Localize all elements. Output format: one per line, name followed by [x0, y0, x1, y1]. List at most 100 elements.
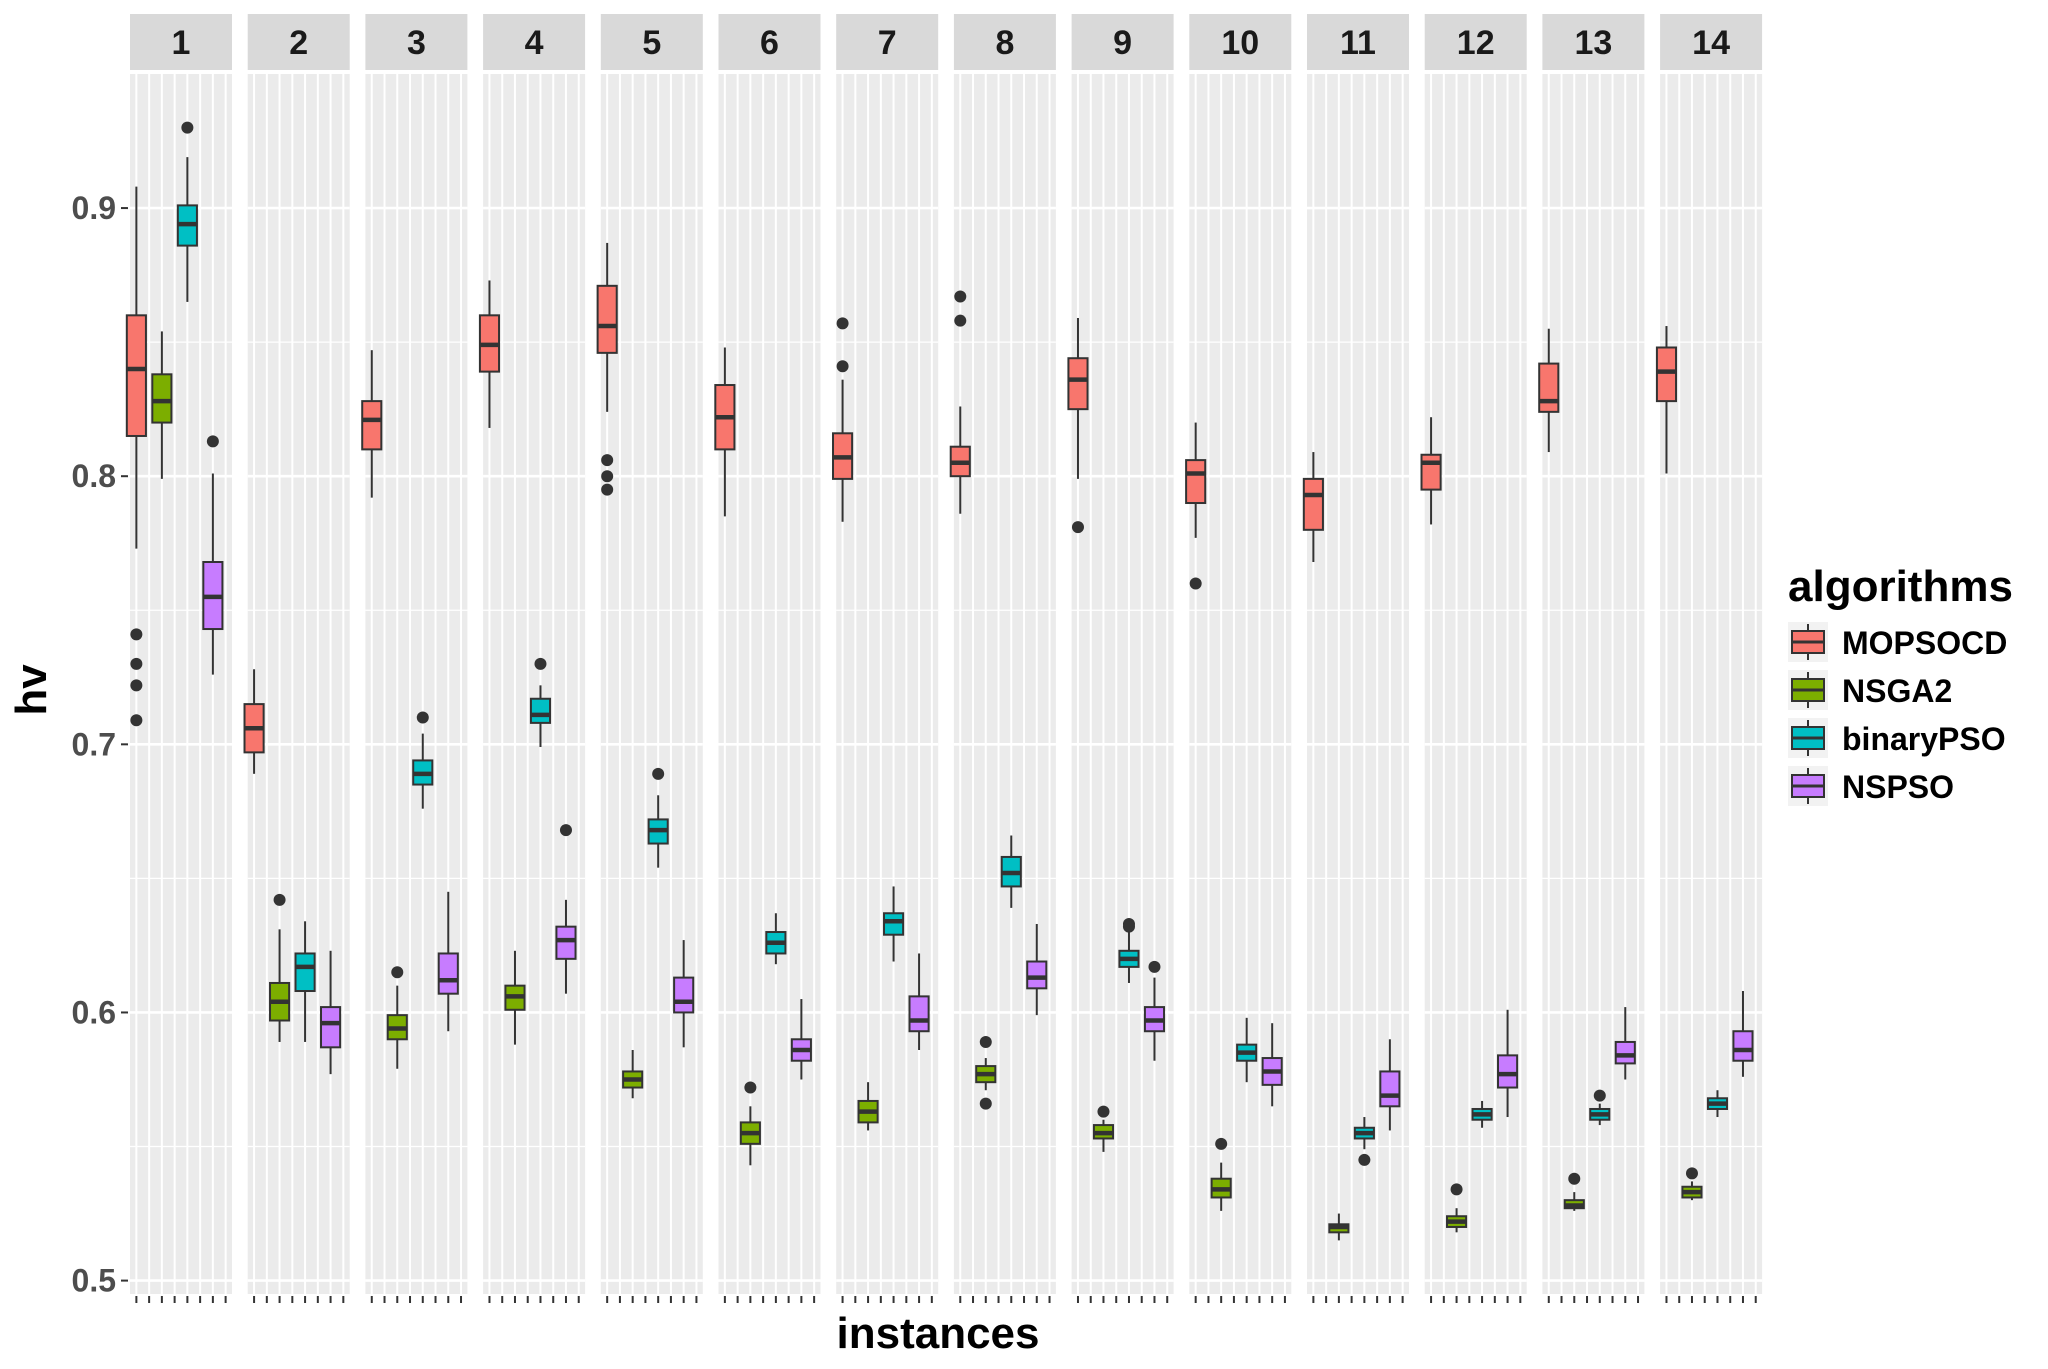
box-NSPSO-13 — [1614, 1007, 1636, 1080]
box-NSGA2-1 — [151, 331, 173, 479]
box-MOPSOCD-13 — [1538, 328, 1560, 453]
box-iqr — [294, 952, 316, 993]
box-MOPSOCD-12 — [1420, 417, 1442, 525]
panel-background — [836, 74, 939, 1294]
box-MOPSOCD-10 — [1185, 422, 1207, 590]
box-NSPSO-4 — [555, 824, 577, 994]
y-tick-label: 0.9 — [72, 190, 116, 226]
box-NSPSO-7 — [908, 953, 930, 1050]
box-NSGA2-5 — [622, 1050, 644, 1099]
strip-background — [718, 14, 821, 70]
outlier-point — [391, 966, 404, 979]
panel-8: 8 — [949, 14, 1056, 1303]
panel-background — [1189, 74, 1292, 1294]
outlier-point — [1071, 521, 1084, 534]
outlier-point — [1450, 1183, 1463, 1196]
strip-label: 6 — [760, 24, 779, 62]
panel-1: 1 — [125, 14, 232, 1303]
box-NSPSO-2 — [320, 950, 342, 1075]
legend: algorithms MOPSOCD NSGA2 binaryPSO NSPSO — [1788, 562, 2013, 806]
box-MOPSOCD-8 — [949, 290, 971, 514]
panel-background — [1307, 74, 1409, 1294]
box-iqr — [596, 284, 618, 354]
box-MOPSOCD-6 — [714, 347, 736, 517]
box-NSGA2-12 — [1446, 1183, 1468, 1233]
outlier-point — [1148, 960, 1161, 973]
panel-9: 9 — [1067, 14, 1174, 1303]
outlier-point — [206, 435, 219, 448]
outlier-point — [1215, 1137, 1228, 1150]
strip-background — [483, 14, 586, 70]
panel-12: 12 — [1420, 14, 1527, 1303]
outlier-point — [836, 360, 849, 373]
panel-2: 2 — [243, 14, 350, 1303]
strip-background — [1542, 14, 1645, 70]
box-NSGA2-8 — [975, 1035, 997, 1110]
box-NSPSO-12 — [1497, 1009, 1519, 1118]
outlier-point — [979, 1097, 992, 1110]
box-iqr — [125, 314, 147, 437]
box-binaryPSO-3 — [412, 711, 434, 809]
outlier-point — [601, 483, 614, 496]
panel-10: 10 — [1185, 14, 1292, 1303]
box-iqr — [1302, 477, 1324, 531]
box-NSPSO-10 — [1261, 1023, 1283, 1107]
box-MOPSOCD-11 — [1302, 452, 1324, 562]
box-NSGA2-6 — [739, 1081, 761, 1166]
outlier-point — [1568, 1172, 1581, 1185]
outlier-point — [534, 657, 547, 670]
panel-background — [1660, 74, 1763, 1294]
panel-6: 6 — [714, 14, 821, 1303]
box-iqr — [1067, 357, 1089, 411]
outlier-point — [273, 893, 286, 906]
box-binaryPSO-1 — [176, 121, 198, 302]
panel-background — [953, 74, 1056, 1294]
box-NSPSO-5 — [673, 940, 695, 1048]
box-NSGA2-11 — [1328, 1213, 1350, 1241]
box-iqr — [1026, 960, 1048, 990]
strip-label: 2 — [289, 24, 308, 62]
box-iqr — [1185, 459, 1207, 505]
y-axis-title: hv — [7, 664, 56, 716]
panel-3: 3 — [361, 14, 468, 1303]
x-axis-title: instances — [837, 1309, 1040, 1358]
outlier-point — [1358, 1153, 1371, 1166]
box-NSGA2-7 — [857, 1082, 879, 1131]
box-binaryPSO-9 — [1118, 917, 1140, 983]
y-tick-label: 0.6 — [72, 994, 116, 1030]
outlier-point — [979, 1035, 992, 1048]
strip-label: 1 — [172, 24, 191, 62]
strip-label: 3 — [407, 24, 426, 62]
panel-background — [718, 74, 821, 1294]
box-binaryPSO-8 — [1000, 835, 1022, 908]
legend-label: NSPSO — [1842, 769, 1954, 805]
outlier-point — [601, 470, 614, 483]
panel-background — [247, 74, 350, 1294]
strip-background — [1660, 14, 1763, 70]
panel-background — [1071, 74, 1174, 1294]
box-MOPSOCD-7 — [832, 317, 854, 522]
box-iqr — [1538, 362, 1560, 413]
box-NSPSO-3 — [437, 891, 459, 1032]
box-NSPSO-6 — [790, 999, 812, 1080]
box-MOPSOCD-9 — [1067, 318, 1089, 534]
outlier-point — [954, 314, 967, 327]
legend-item-MOPSOCD: MOPSOCD — [1788, 622, 2007, 662]
strip-label: 11 — [1340, 24, 1376, 62]
strip-label: 10 — [1221, 24, 1259, 62]
box-iqr — [883, 912, 905, 936]
box-NSGA2-2 — [269, 893, 291, 1042]
outlier-point — [744, 1081, 757, 1094]
strip-background — [130, 14, 232, 70]
box-NSGA2-9 — [1092, 1105, 1115, 1152]
outlier-point — [1097, 1105, 1110, 1118]
y-axis: 0.5 0.6 0.7 0.8 0.9 — [72, 190, 128, 1299]
outlier-point — [601, 454, 614, 467]
panel-background — [1542, 74, 1645, 1294]
box-iqr — [1614, 1040, 1636, 1065]
legend-label: binaryPSO — [1842, 721, 2006, 757]
strip-background — [1189, 14, 1292, 70]
panel-5: 5 — [596, 14, 703, 1303]
box-iqr — [1497, 1054, 1519, 1089]
